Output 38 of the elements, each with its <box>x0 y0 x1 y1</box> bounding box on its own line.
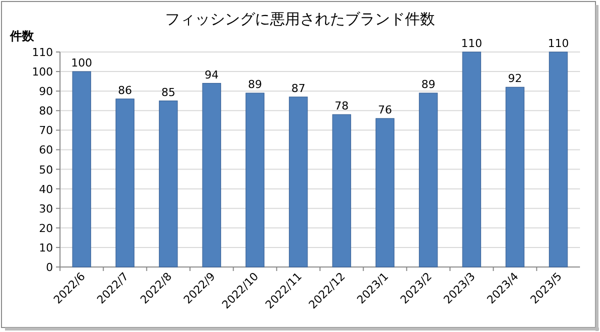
bar <box>158 100 178 268</box>
bar <box>376 118 394 268</box>
data-label: 89 <box>421 78 436 92</box>
data-label: 85 <box>161 86 176 99</box>
chart-title: フィッシングに悪用されたブランド件数 <box>165 10 435 28</box>
y-tick-label: 80 <box>39 104 53 118</box>
bar <box>288 96 308 268</box>
data-label: 94 <box>204 68 219 82</box>
y-tick-label: 30 <box>39 202 53 216</box>
y-axis-title: 件数 <box>9 29 35 43</box>
y-tick-label: 60 <box>39 144 53 157</box>
bar <box>202 82 222 268</box>
bar <box>418 92 438 268</box>
data-label: 89 <box>248 78 262 92</box>
y-tick-label: 70 <box>39 124 53 138</box>
y-tick-label: 90 <box>39 85 53 98</box>
data-label: 110 <box>461 37 482 50</box>
bar <box>332 114 352 268</box>
y-tick-label: 50 <box>39 163 53 176</box>
data-label: 76 <box>378 103 392 116</box>
y-tick-label: 0 <box>46 261 53 274</box>
bar <box>72 71 92 268</box>
y-tick-label: 100 <box>32 66 53 79</box>
bar <box>462 52 482 268</box>
y-tick-label: 110 <box>32 46 53 59</box>
y-tick-label: 40 <box>39 182 53 196</box>
y-tick-label: 10 <box>39 241 53 254</box>
y-tick-label: 20 <box>39 222 53 235</box>
data-label: 78 <box>334 100 349 113</box>
data-label: 100 <box>71 56 92 70</box>
data-label: 110 <box>548 37 569 50</box>
bar <box>246 92 264 268</box>
data-label: 92 <box>508 72 522 86</box>
bar <box>116 98 134 268</box>
data-label: 87 <box>291 82 306 95</box>
bar <box>548 52 568 268</box>
data-label: 86 <box>118 84 132 97</box>
bar <box>506 86 524 268</box>
